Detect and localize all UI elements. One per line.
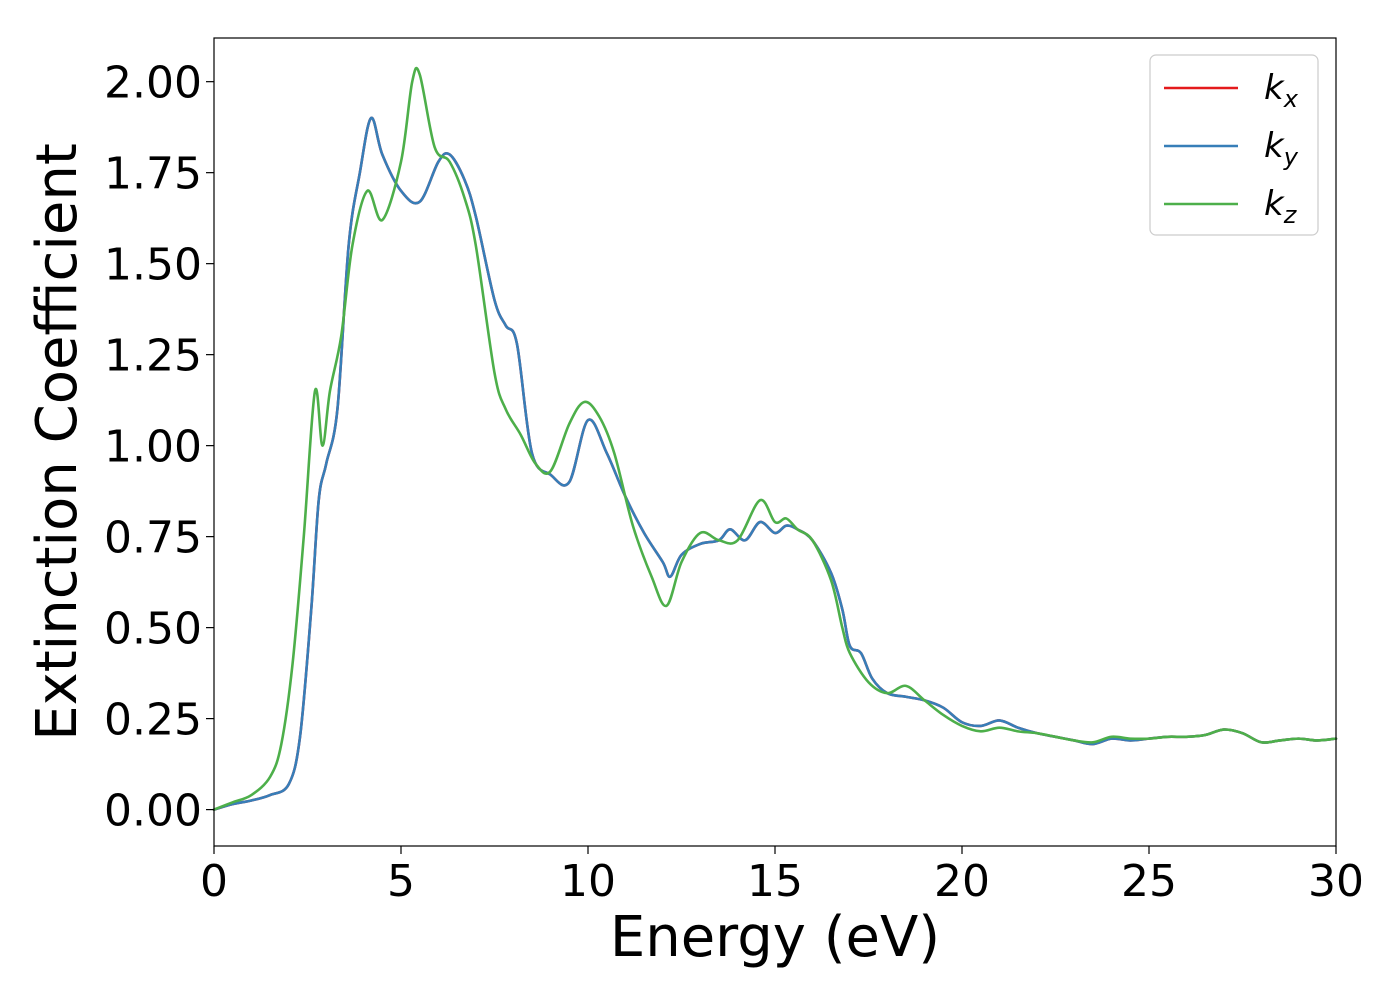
plot-background <box>214 38 1336 846</box>
y-tick-label: 0.00 <box>104 786 202 837</box>
legend-label-z: kz <box>1264 184 1298 229</box>
x-tick-label: 5 <box>387 856 415 907</box>
y-tick-label: 0.75 <box>104 513 202 564</box>
y-tick-label: 1.00 <box>104 422 202 473</box>
x-tick-label: 30 <box>1308 856 1364 907</box>
series-layer <box>212 66 1338 811</box>
x-axis: 0 5 10 15 20 25 30 <box>200 846 1364 907</box>
y-tick-label: 2.00 <box>104 58 202 109</box>
y-tick-label: 0.50 <box>104 604 202 655</box>
x-axis-label: Energy (eV) <box>610 905 940 970</box>
x-tick-label: 25 <box>1121 856 1177 907</box>
x-tick-label: 15 <box>747 856 803 907</box>
legend-label-y: ky <box>1264 126 1299 171</box>
x-tick-label: 10 <box>560 856 616 907</box>
y-axis: 0.00 0.25 0.50 0.75 1.00 1.25 1.50 1.75 2.00 <box>104 58 214 837</box>
series-line-z <box>212 66 1338 811</box>
y-tick-label: 1.25 <box>104 331 202 382</box>
legend-label-x: kx <box>1264 68 1299 113</box>
y-tick-label: 1.50 <box>104 240 202 291</box>
y-tick-label: 0.25 <box>104 695 202 746</box>
y-tick-label: 1.75 <box>104 149 202 200</box>
x-tick-label: 20 <box>934 856 990 907</box>
y-axis-label: Extinction Coefficient <box>25 143 90 741</box>
x-tick-label: 0 <box>200 856 228 907</box>
series-line-y <box>212 116 1338 811</box>
legend: kx ky kz <box>1149 54 1319 236</box>
